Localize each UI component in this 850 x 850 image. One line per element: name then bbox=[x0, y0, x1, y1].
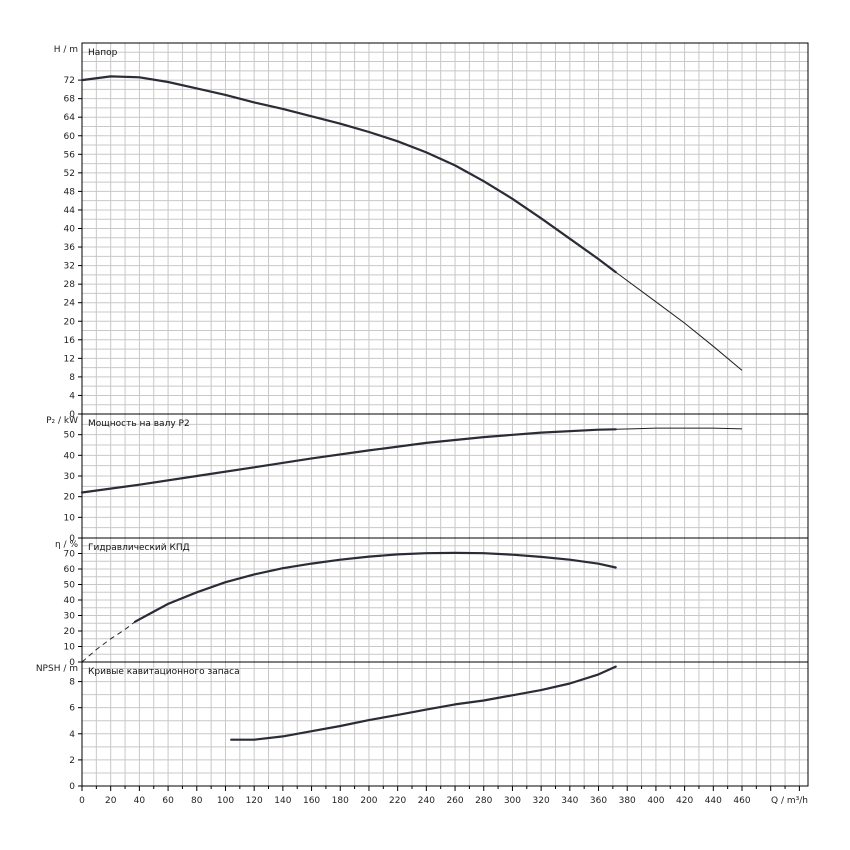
y-tick-label: 44 bbox=[64, 206, 76, 216]
y-tick-label: 0 bbox=[69, 410, 75, 420]
panel-title: Напор bbox=[88, 48, 118, 58]
curve-solid bbox=[134, 551, 617, 623]
panel-title: Мощность на валу P2 bbox=[88, 419, 190, 429]
y-tick-label: 0 bbox=[69, 782, 75, 792]
x-tick-label: 200 bbox=[360, 796, 377, 806]
y-tick-label: 0 bbox=[69, 658, 75, 668]
x-tick-label: 40 bbox=[134, 796, 146, 806]
x-tick-label: 240 bbox=[418, 796, 435, 806]
y-axis-label: NPSH / m bbox=[36, 664, 78, 674]
y-tick-label: 32 bbox=[64, 262, 75, 272]
x-tick-label: 440 bbox=[705, 796, 722, 806]
curve-solid bbox=[230, 665, 617, 741]
curve-thin bbox=[615, 271, 743, 371]
y-tick-label: 2 bbox=[69, 756, 75, 766]
y-tick-label: 16 bbox=[64, 336, 76, 346]
y-tick-label: 8 bbox=[69, 373, 75, 383]
y-tick-label: 40 bbox=[64, 451, 76, 461]
x-tick-label: 220 bbox=[389, 796, 406, 806]
y-tick-label: 20 bbox=[64, 317, 76, 327]
y-axis-label: η / % bbox=[55, 540, 78, 550]
x-tick-label: 80 bbox=[191, 796, 203, 806]
y-tick-label: 50 bbox=[64, 581, 76, 591]
y-tick-label: 30 bbox=[64, 472, 76, 482]
y-tick-label: 68 bbox=[64, 95, 76, 105]
x-tick-label: 160 bbox=[303, 796, 320, 806]
y-tick-label: 6 bbox=[69, 704, 75, 714]
x-tick-label: 400 bbox=[647, 796, 664, 806]
y-tick-label: 60 bbox=[64, 565, 76, 575]
x-axis-label: Q / m³/h bbox=[771, 796, 808, 806]
panel-frame bbox=[81, 661, 809, 787]
y-tick-label: 40 bbox=[64, 596, 76, 606]
y-tick-label: 60 bbox=[64, 132, 76, 142]
y-axis-label: P₂ / kW bbox=[46, 416, 78, 426]
y-tick-label: 4 bbox=[69, 391, 75, 401]
x-tick-label: 0 bbox=[79, 796, 85, 806]
x-tick-label: 320 bbox=[533, 796, 550, 806]
curve-dashed bbox=[81, 621, 136, 663]
y-tick-label: 30 bbox=[64, 612, 76, 622]
x-tick-label: 120 bbox=[246, 796, 263, 806]
curve-solid bbox=[80, 428, 617, 494]
y-tick-label: 24 bbox=[64, 299, 76, 309]
x-tick-label: 180 bbox=[332, 796, 349, 806]
y-tick-label: 56 bbox=[64, 150, 76, 160]
y-tick-label: 4 bbox=[69, 730, 75, 740]
curve-thin bbox=[615, 427, 743, 430]
y-tick-label: 8 bbox=[69, 678, 75, 688]
y-tick-label: 40 bbox=[64, 225, 76, 235]
y-tick-label: 20 bbox=[64, 493, 76, 503]
y-tick-label: 70 bbox=[64, 550, 76, 560]
x-tick-label: 60 bbox=[162, 796, 174, 806]
y-tick-label: 12 bbox=[64, 354, 75, 364]
y-tick-label: 36 bbox=[64, 243, 76, 253]
y-tick-label: 64 bbox=[64, 113, 76, 123]
x-tick-label: 460 bbox=[733, 796, 750, 806]
x-tick-label: 20 bbox=[105, 796, 117, 806]
y-tick-label: 0 bbox=[69, 534, 75, 544]
y-tick-label: 72 bbox=[64, 76, 75, 86]
x-tick-label: 380 bbox=[619, 796, 636, 806]
y-tick-label: 50 bbox=[64, 431, 76, 441]
x-tick-label: 140 bbox=[274, 796, 291, 806]
y-tick-label: 10 bbox=[64, 513, 76, 523]
x-tick-label: 340 bbox=[561, 796, 578, 806]
y-tick-label: 10 bbox=[64, 643, 76, 653]
y-tick-label: 28 bbox=[64, 280, 76, 290]
x-tick-label: 360 bbox=[590, 796, 607, 806]
x-tick-label: 420 bbox=[676, 796, 693, 806]
y-tick-label: 20 bbox=[64, 627, 76, 637]
curve-solid bbox=[80, 75, 617, 274]
y-tick-label: 48 bbox=[64, 187, 76, 197]
y-tick-label: 52 bbox=[64, 169, 75, 179]
x-tick-label: 100 bbox=[217, 796, 234, 806]
panel-title: Гидравлический КПД bbox=[88, 543, 190, 553]
y-axis-label: H / m bbox=[54, 45, 78, 55]
panel-title: Кривые кавитационного запаса bbox=[88, 667, 240, 677]
x-tick-label: 300 bbox=[504, 796, 521, 806]
x-tick-label: 260 bbox=[446, 796, 463, 806]
x-tick-label: 280 bbox=[475, 796, 492, 806]
